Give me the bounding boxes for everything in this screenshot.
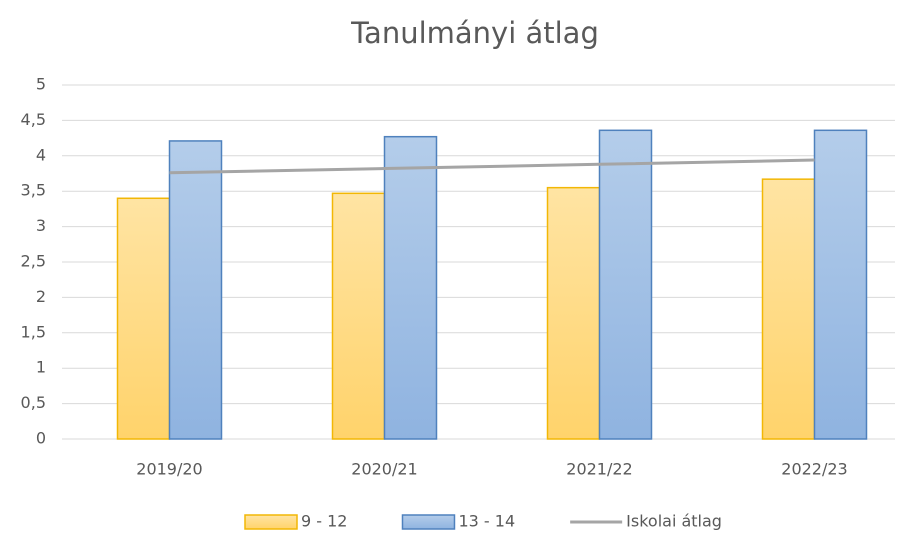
legend-label: 13 - 14 (458, 512, 515, 531)
x-tick-label: 2020/21 (351, 460, 417, 479)
y-tick-label: 4,5 (21, 110, 46, 129)
x-tick-label: 2022/23 (781, 460, 847, 479)
legend-label: Iskolai átlag (626, 512, 722, 531)
y-tick-label: 1,5 (21, 322, 46, 341)
y-tick-label: 2,5 (21, 252, 46, 271)
bar (761, 178, 816, 440)
legend-swatch (401, 514, 456, 530)
line (169, 158, 815, 175)
x-tick-label: 2021/22 (566, 460, 632, 479)
bar (331, 192, 386, 440)
y-tick-label: 0 (36, 429, 46, 448)
bar (598, 129, 653, 440)
bar (546, 186, 601, 440)
bar (116, 197, 171, 440)
bar (383, 135, 438, 440)
bar (813, 129, 868, 440)
y-tick-label: 3 (36, 216, 46, 235)
y-tick-label: 3,5 (21, 181, 46, 200)
x-tick-label: 2019/20 (136, 460, 202, 479)
y-tick-label: 4 (36, 145, 46, 164)
y-tick-label: 0,5 (21, 393, 46, 412)
y-tick-label: 5 (36, 75, 46, 94)
legend-swatch (244, 514, 298, 530)
y-tick-label: 2 (36, 287, 46, 306)
y-tick-label: 1 (36, 358, 46, 377)
legend-label: 9 - 12 (301, 512, 347, 531)
bar (168, 140, 223, 440)
chart-title: Tanulmányi átlag (350, 16, 599, 50)
